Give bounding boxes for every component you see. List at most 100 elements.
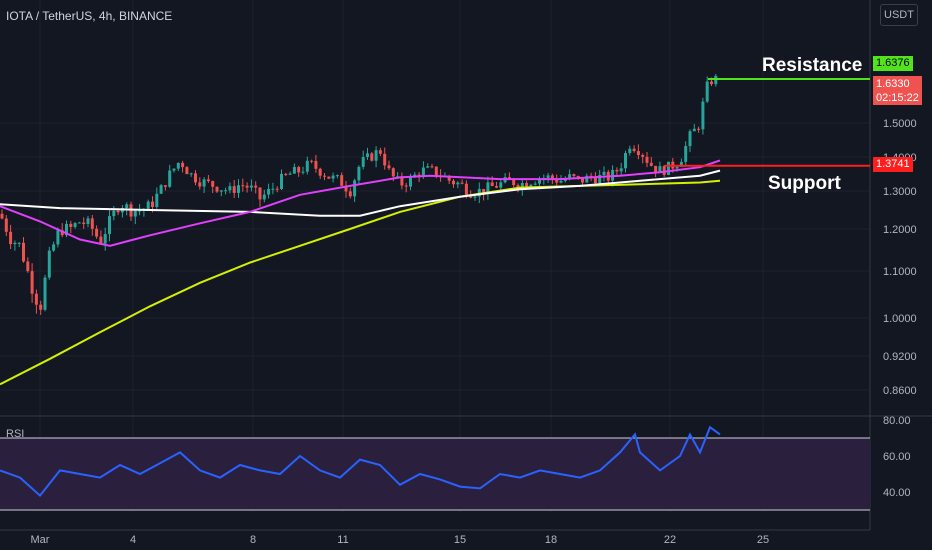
x-tick-label: 22 [664, 534, 676, 546]
candle-body [189, 173, 193, 175]
candle-body [99, 236, 103, 244]
candle-body [314, 160, 318, 169]
candle-body [452, 180, 455, 185]
candle-body [327, 176, 331, 179]
candle-body [430, 166, 434, 168]
candle-body [4, 218, 8, 232]
candle-body [163, 185, 167, 187]
candle-body [181, 162, 185, 168]
x-tick-label: 8 [250, 534, 256, 546]
candle-body [17, 242, 21, 244]
candle-body [434, 166, 438, 176]
candle-body [710, 81, 713, 85]
candle-body [301, 171, 305, 173]
candle-body [125, 204, 129, 209]
current-price-value: 1.6330 [876, 78, 910, 90]
candle-body [366, 153, 369, 158]
candle-body [39, 304, 43, 310]
candle-body [649, 162, 653, 166]
y-tick-label: 0.8600 [883, 385, 917, 397]
candle-body [538, 178, 541, 184]
candle-body [675, 166, 679, 169]
candle-body [512, 178, 516, 186]
candle-body [374, 150, 378, 161]
candle-body [619, 168, 623, 172]
support-annotation: Support [768, 173, 841, 194]
candle-body [658, 166, 662, 172]
candle-body [241, 185, 245, 187]
candle-body [275, 188, 279, 190]
candle-body [645, 156, 649, 163]
bar-countdown: 02:15:22 [876, 92, 919, 104]
candle-body [224, 190, 228, 192]
x-tick-label: 18 [545, 534, 557, 546]
rsi-indicator-label[interactable]: RSI [6, 428, 25, 440]
rsi-band [0, 438, 870, 510]
ma-mid-line [0, 169, 721, 217]
candle-body [297, 167, 301, 173]
candle-body [641, 155, 645, 157]
candle-body [198, 182, 202, 187]
candle-body [52, 244, 56, 251]
candle-body [82, 222, 86, 224]
candle-body [378, 150, 382, 154]
candle-body [13, 242, 17, 245]
candle-body [228, 186, 232, 191]
candle-body [464, 183, 468, 195]
candle-body [155, 193, 159, 207]
candle-body [56, 230, 60, 245]
candle-body [654, 165, 658, 172]
candle-body [490, 182, 494, 187]
candle-body [176, 162, 180, 169]
x-tick-label: 4 [130, 534, 136, 546]
candle-body [86, 218, 90, 224]
x-tick-label: 15 [454, 534, 466, 546]
candle-body [146, 201, 150, 209]
candle-body [396, 176, 400, 178]
candle-body [533, 183, 537, 185]
currency-selector[interactable]: USDT [880, 4, 918, 26]
candle-body [335, 175, 339, 177]
candle-body [292, 167, 296, 174]
candle-body [69, 223, 73, 228]
candle-body [486, 182, 490, 195]
candle-body [636, 151, 640, 156]
candle-body [624, 153, 627, 169]
candle-body [482, 188, 486, 195]
candle-body [563, 179, 567, 181]
candle-body [284, 173, 288, 175]
candle-body [576, 176, 580, 178]
candle-body [280, 173, 283, 189]
candle-body [447, 175, 451, 181]
candle-body [568, 174, 572, 180]
y-tick-label: 1.2000 [883, 224, 917, 236]
candle-body [421, 167, 425, 176]
candle-body [348, 191, 352, 197]
candle-body [206, 179, 210, 182]
candle-body [185, 167, 189, 175]
candle-body [77, 222, 81, 224]
candle-body [43, 277, 47, 310]
candle-body [550, 175, 554, 179]
y-tick-label: 1.0000 [883, 313, 917, 325]
candle-body [507, 177, 511, 179]
candle-body [705, 81, 709, 102]
candle-body [370, 153, 374, 161]
candle-body [138, 210, 142, 212]
candle-body [473, 196, 477, 198]
candle-body [95, 228, 99, 237]
candle-body [477, 188, 481, 197]
candle-body [546, 175, 550, 178]
y-tick-label: 1.5000 [883, 118, 917, 130]
chart-title: IOTA / TetherUS, 4h, BINANCE [6, 9, 173, 23]
y-tick-label: 1.1000 [883, 266, 917, 278]
candle-body [460, 182, 464, 184]
candle-body [34, 293, 38, 305]
candle-body [593, 177, 597, 184]
candle-body [60, 230, 64, 236]
candle-body [26, 261, 30, 272]
candle-body [151, 201, 154, 207]
candle-body [22, 242, 25, 262]
resistance-annotation: Resistance [762, 55, 863, 76]
